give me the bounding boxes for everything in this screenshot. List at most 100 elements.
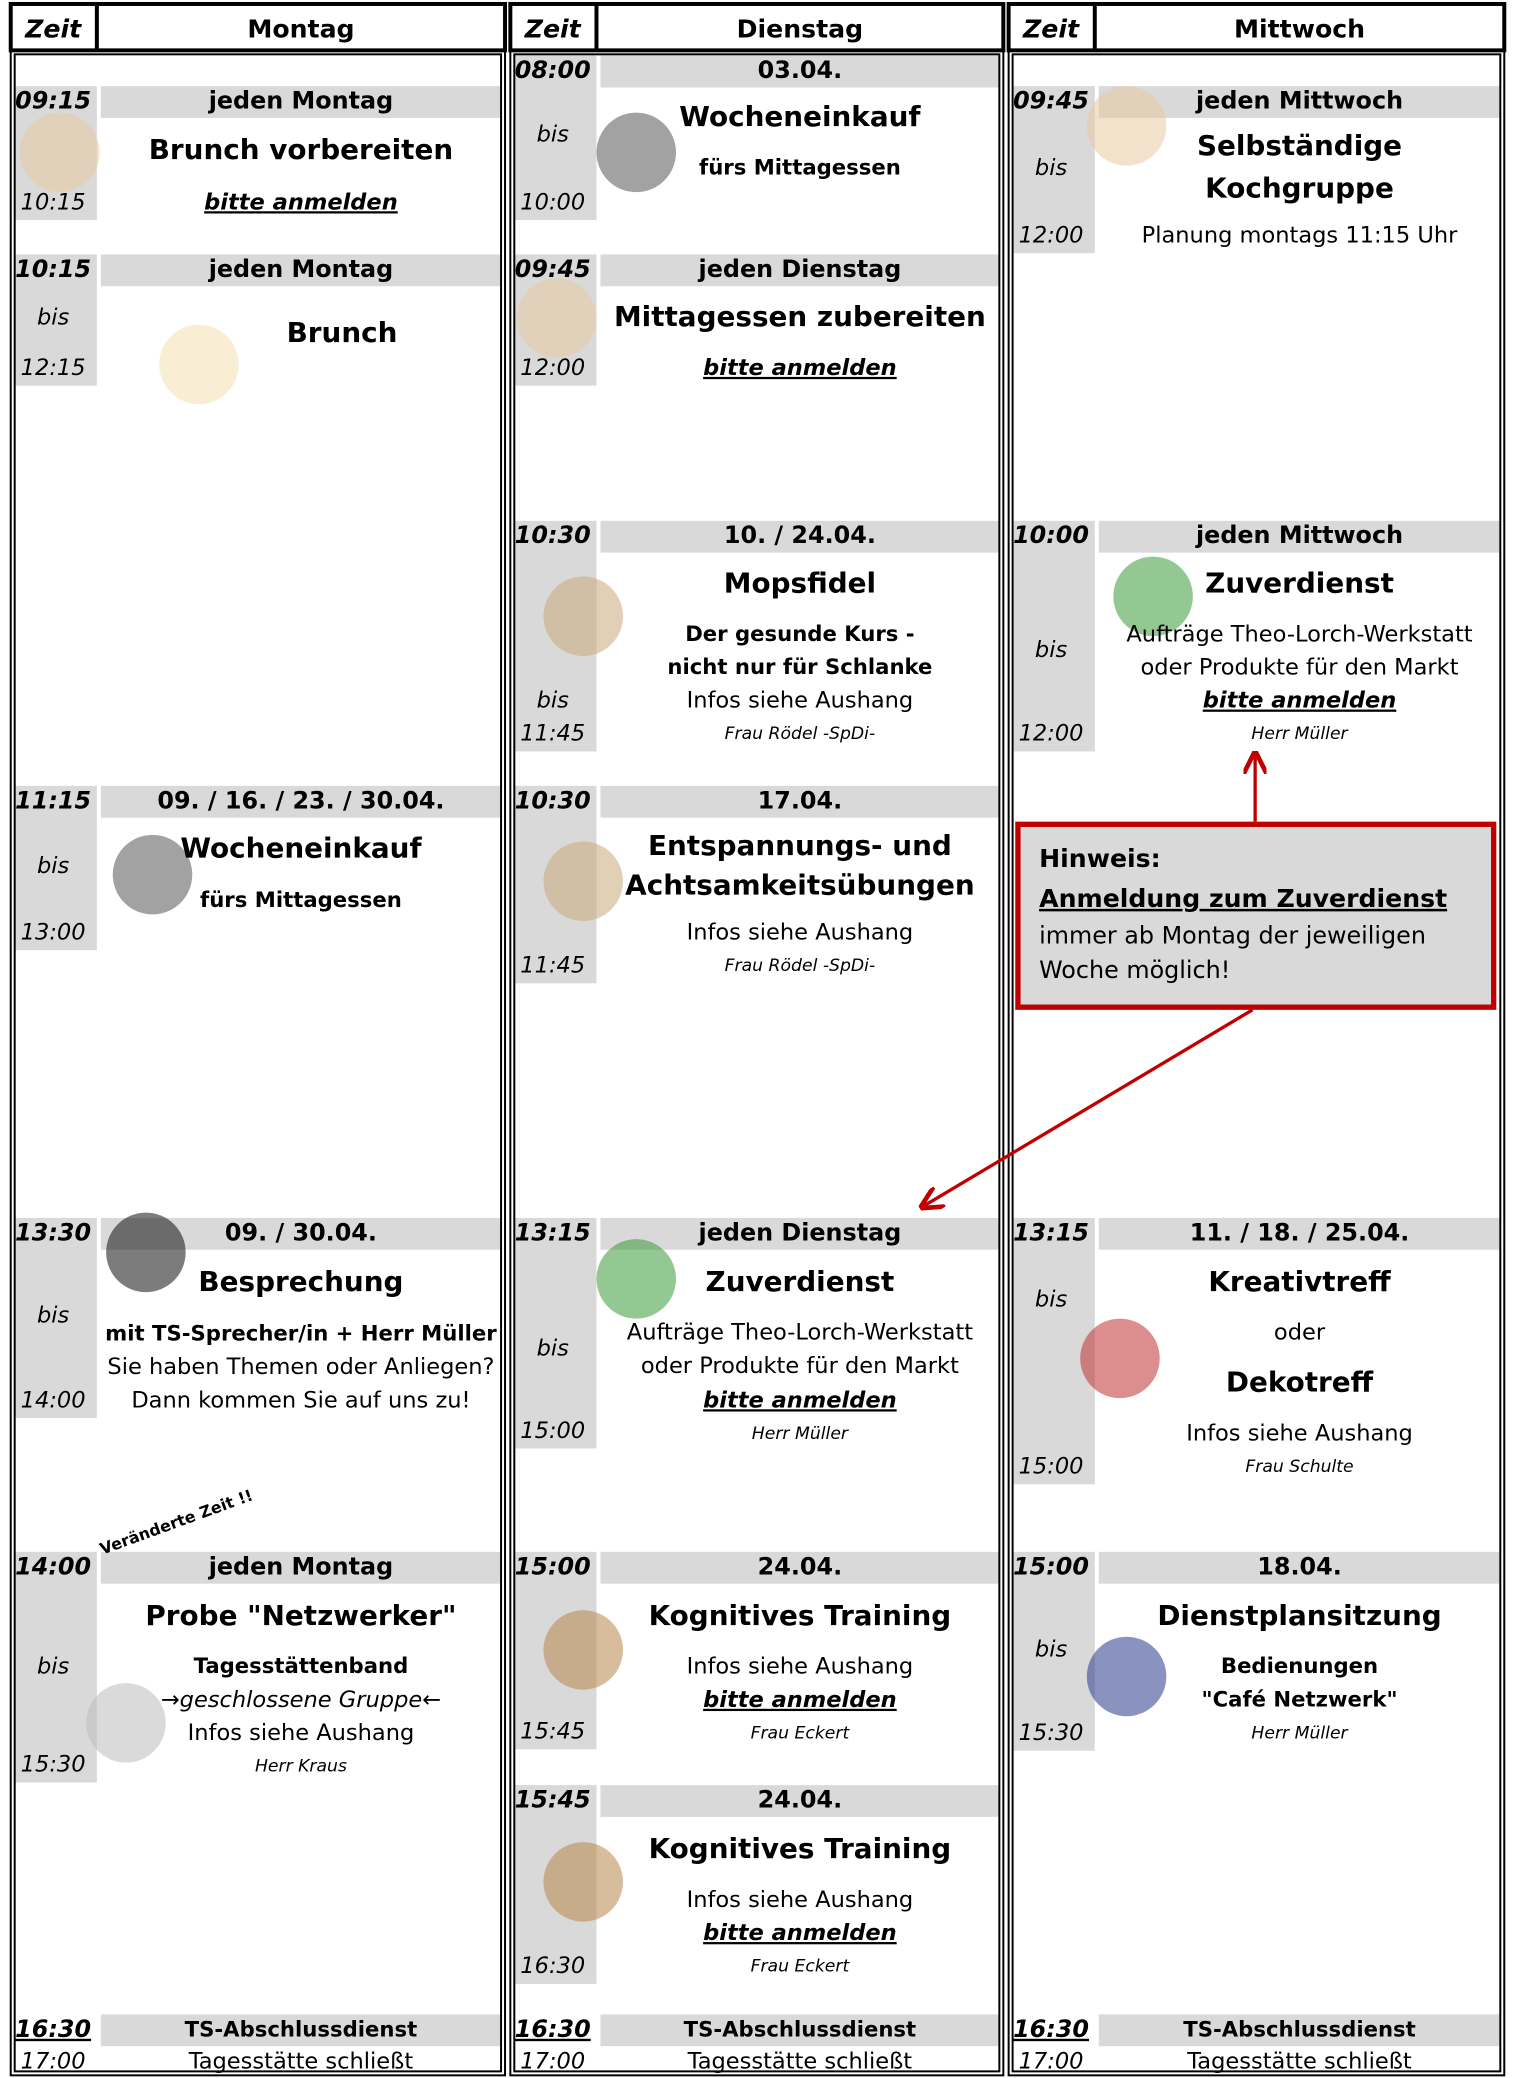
bis: bis [537, 1336, 570, 1362]
start-time: 10:15 [15, 255, 91, 283]
event-line: Mopsfidel [724, 566, 876, 599]
start-time: 13:30 [15, 1218, 91, 1246]
banner [600, 2014, 1000, 2047]
start-time: 14:00 [15, 1552, 91, 1580]
day-header: Mittwoch [1234, 14, 1365, 43]
event-line: Wocheneinkauf [679, 100, 921, 133]
event-icon [1113, 556, 1193, 637]
event: 16:30 TS-Abschlussdienst 17:00 Tagesstätte … [515, 2014, 1000, 2075]
banner [1098, 86, 1501, 118]
hint-line: Woche möglich! [1039, 956, 1230, 984]
banner [100, 86, 502, 118]
end-time: 17:00 [21, 2049, 86, 2075]
end-time: 15:00 [520, 1418, 585, 1444]
hint-subtitle: Anmeldung zum Zuverdienst [1039, 884, 1447, 913]
banner [600, 254, 1000, 287]
banner [100, 2014, 502, 2047]
bis: bis [537, 122, 570, 148]
zeit-header: Zeit [524, 14, 582, 43]
event-line: Infos siehe Aushang [188, 1720, 415, 1746]
event: 15:45 24.04. 16:30 Kognitives Training Infos… [514, 1785, 1000, 1984]
event-line: Bedienungen [1221, 1653, 1378, 1678]
event-line: Herr Müller [752, 1424, 849, 1444]
event-line: Herr Müller [1251, 1723, 1348, 1743]
event-line: Frau Rödel -SpDi- [725, 956, 876, 976]
event-icon [1086, 86, 1167, 166]
banner-text: 24.04. [758, 1786, 842, 1814]
start-time: 08:00 [515, 56, 591, 84]
event: 09:45 jeden Mittwoch bis 12:00 Selbständige K… [1012, 86, 1501, 254]
bis: bis [37, 1654, 70, 1680]
event-line: Wocheneinkauf [180, 831, 422, 864]
start-time: 09:15 [15, 87, 91, 115]
banner [600, 785, 1000, 818]
event-line: fürs Mittagessen [200, 887, 402, 912]
end-time: 15:30 [1019, 1720, 1084, 1746]
time-column [14, 1551, 97, 1783]
event-icon [106, 1212, 186, 1293]
event-line: Kognitives Training [649, 1832, 952, 1865]
event-line: Frau Eckert [751, 1723, 851, 1743]
event-line: Frau Rödel -SpDi- [725, 724, 876, 744]
event-line: Tagesstättenband [194, 1653, 409, 1678]
event: 10:15 jeden Montag bis 12:15 Brunch [14, 254, 502, 405]
banner-text: jeden Montag [208, 87, 394, 115]
event-line: fürs Mittagessen [699, 154, 901, 179]
event-line: oder [1274, 1320, 1326, 1346]
start-time: 10:30 [515, 521, 591, 549]
event-line: Planung montags 11:15 Uhr [1142, 222, 1458, 248]
banner-text: TS-Abschlussdienst [185, 2016, 418, 2041]
banner [100, 1551, 502, 1584]
event-line: Zuverdienst [706, 1265, 895, 1298]
event-icon [543, 576, 623, 657]
banner-text: jeden Mittwoch [1195, 521, 1403, 549]
event: 13:15 jeden Dienstag bis 15:00 Zuverdienst Au… [514, 1217, 1000, 1449]
end-time: 15:45 [520, 1719, 585, 1745]
banner [600, 1217, 1000, 1250]
banner-text: 09. / 30.04. [225, 1218, 377, 1246]
end-time: 14:00 [21, 1387, 86, 1413]
end-time: 12:00 [520, 355, 585, 381]
banner-text: 17.04. [758, 786, 842, 814]
event-line: Kreativtreff [1208, 1265, 1391, 1298]
event: 08:00 03.04. bis 10:00 Wocheneinkauf fürs Mit… [514, 55, 1000, 220]
bis: bis [1035, 1636, 1068, 1662]
banner [1098, 520, 1501, 553]
event-icon [1080, 1318, 1160, 1399]
event: 09:15 jeden Montag 10:15 Brunch vorbereiten… [14, 86, 502, 220]
start-time: 16:30 [15, 2015, 91, 2043]
event: 11:15 09. / 16. / 23. / 30.04. bis 13:00 Woc… [14, 785, 502, 951]
event-line: Tagesstätte schließt [188, 2049, 414, 2075]
event-icon [516, 278, 597, 358]
start-time: 16:30 [515, 2015, 591, 2043]
event-line: Aufträge Theo-Lorch-Werkstatt [1126, 621, 1472, 647]
bis: bis [1035, 155, 1068, 181]
event-line: bitte anmelden [1203, 688, 1397, 714]
event-line: Dekotreff [1226, 1366, 1374, 1399]
banner-text: jeden Mittwoch [1195, 87, 1403, 115]
banner-text: 09. / 16. / 23. / 30.04. [157, 786, 444, 814]
column-frame [9, 49, 507, 2077]
banner-text: jeden Montag [208, 255, 394, 283]
event-line: bitte anmelden [703, 1387, 897, 1413]
banner-text: 24.04. [758, 1552, 842, 1580]
event-icon [543, 1842, 623, 1922]
event-line: Zuverdienst [1205, 566, 1394, 599]
event-line: Entspannungs- und [648, 829, 952, 862]
event-line: mit TS-Sprecher/in + Herr Müller [105, 1321, 497, 1346]
event-line: Probe "Netzwerker" [145, 1599, 456, 1632]
start-time: 10:00 [1013, 521, 1089, 549]
event-line: Frau Eckert [751, 1957, 851, 1977]
start-time: 15:45 [515, 1786, 591, 1814]
end-time: 12:00 [1019, 222, 1084, 248]
event-icon [1086, 1636, 1167, 1717]
event-line: Infos siehe Aushang [687, 688, 914, 714]
event-line: Besprechung [198, 1265, 403, 1298]
event-line: Selbständige [1197, 129, 1402, 162]
event-line: Infos siehe Aushang [687, 1654, 914, 1680]
banner-text: jeden Dienstag [698, 255, 902, 283]
day-header: Dienstag [737, 14, 863, 43]
time-column [14, 254, 97, 386]
header-cell [508, 1, 1006, 53]
event: 10:00 jeden Mittwoch bis 12:00 Zuverdienst Au… [1012, 520, 1501, 752]
